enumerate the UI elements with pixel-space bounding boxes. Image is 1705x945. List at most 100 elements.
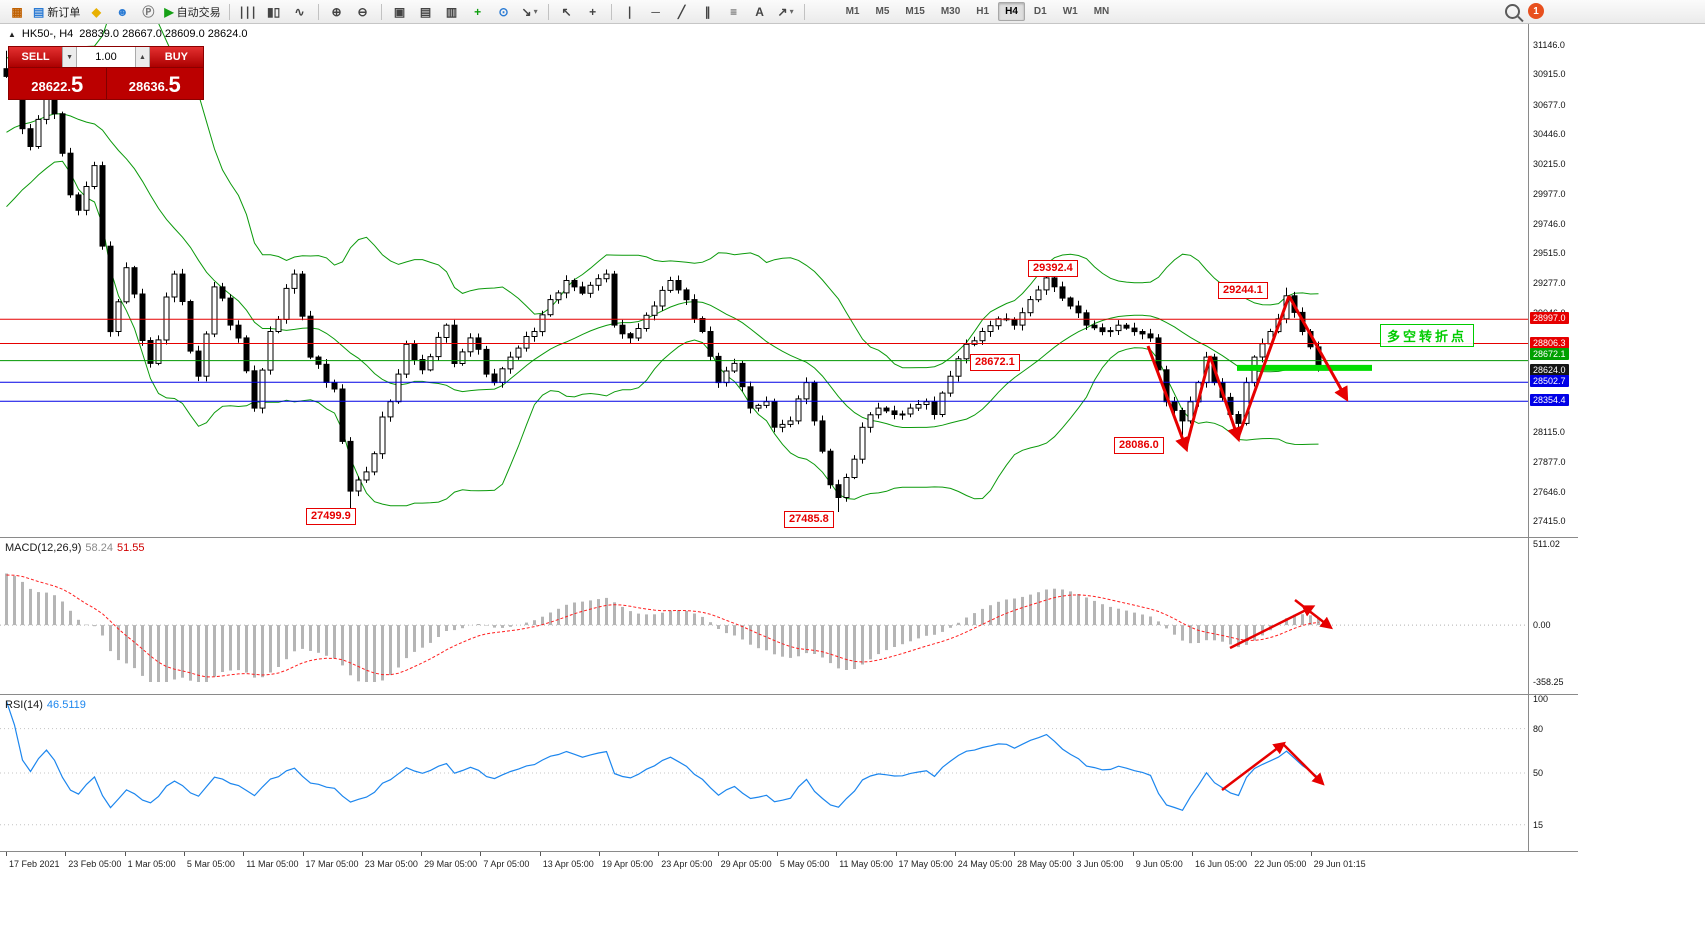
timeframe-button-h4[interactable]: H4 — [998, 2, 1025, 21]
timeframe-button-w1[interactable]: W1 — [1062, 6, 1078, 17]
line-chart-type-icon[interactable]: ∿ — [288, 2, 312, 22]
axis-label: 27415.0 — [1533, 516, 1566, 527]
candlestick-chart-type-icon[interactable]: ▮▯ — [262, 2, 286, 22]
arrange-windows-icon[interactable]: ▥ — [440, 2, 464, 22]
cascade-windows-icon[interactable]: ▤ — [414, 2, 438, 22]
algo-trading-button[interactable]: ▶ 自动交易 — [162, 2, 222, 22]
notification-badge[interactable]: 1 — [1528, 3, 1544, 19]
panel-separator[interactable] — [0, 537, 1578, 538]
sell-price: 28622. — [31, 79, 71, 94]
price-badge: 28997.0 — [1530, 312, 1569, 325]
panel-separator[interactable] — [0, 694, 1578, 695]
buy-button[interactable]: BUY — [149, 47, 203, 67]
new-order-button-glyph: ▤ — [33, 4, 45, 19]
horizontal-line-icon[interactable]: ─ — [644, 2, 668, 22]
crosshair-icon[interactable]: + — [581, 2, 605, 22]
price-annotation-label[interactable]: 27485.8 — [784, 511, 834, 528]
rsi-panel[interactable] — [0, 695, 1528, 851]
axis-label: 15 — [1533, 819, 1544, 830]
price-annotation-label[interactable]: 28672.1 — [970, 354, 1020, 371]
time-label: 7 Apr 05:00 — [483, 859, 530, 869]
trade-controls-row: SELL ▼ ▲ BUY — [9, 47, 203, 67]
macd-panel[interactable] — [0, 538, 1528, 694]
price-annotation-label[interactable]: 29392.4 — [1028, 260, 1078, 277]
time-label: 5 May 05:00 — [779, 859, 830, 869]
buy-price-button[interactable]: 28636. 5 — [106, 68, 203, 99]
zoom-in-icon[interactable]: ⊕ — [325, 2, 349, 22]
time-label: 29 Apr 05:00 — [720, 859, 772, 869]
accounts-icon[interactable]: ☻ — [110, 2, 134, 22]
timeframe-button-m5[interactable]: M5 — [875, 6, 890, 17]
indicators-icon[interactable]: + — [466, 2, 490, 22]
price-axis-border — [1528, 24, 1529, 851]
price-annotation-label[interactable]: 27499.9 — [306, 508, 356, 525]
metaeditor-icon-glyph: ◆ — [91, 4, 101, 19]
equidistant-channel-icon[interactable]: ∥ — [696, 2, 720, 22]
vertical-line-icon[interactable]: ∣ — [618, 2, 642, 22]
fibonacci-icon[interactable]: ≡ — [722, 2, 746, 22]
candlestick-chart-type-icon-glyph: ▮▯ — [266, 4, 281, 19]
zoom-in-icon-glyph: ⊕ — [331, 4, 342, 19]
objects-dropdown-icon-glyph: ↘ — [521, 4, 532, 19]
arrows-dropdown-icon[interactable]: ↗ ▾ — [774, 2, 798, 22]
time-tick — [1132, 852, 1134, 856]
time-label: 23 Mar 05:00 — [364, 859, 418, 869]
cursor-icon[interactable]: ↖ — [555, 2, 579, 22]
timeframe-toolbar: M1 M5 M15 M30 H1 H4 D1 W1 MN — [838, 2, 1118, 21]
timeframe-button-d1[interactable]: D1 — [1033, 6, 1047, 17]
time-tick — [895, 852, 897, 856]
metaeditor-icon[interactable]: ◆ — [84, 2, 108, 22]
ohlc-values: 28839.0 28667.0 28609.0 28624.0 — [79, 28, 248, 40]
turning-point-note[interactable]: 多空转折点 — [1380, 324, 1475, 347]
one-click-trading-panel: SELL ▼ ▲ BUY 28622.5 28636.5 — [8, 46, 204, 100]
price-annotation-label[interactable]: 29244.1 — [1218, 282, 1268, 299]
price-axis[interactable]: 31146.0 30915.0 30677.0 30446.0 30215.0 29977… — [1529, 24, 1578, 537]
volume-decrease-button[interactable]: ▼ — [62, 47, 77, 67]
macd-axis[interactable]: 511.02 0.00 -358.25 — [1529, 538, 1578, 694]
toolbar-separator — [610, 3, 612, 20]
toolbar-left-group: ▦ ▤ 新订单 ◆ ☻ Ⓟ ▶ 自动交易 ∣∣∣ ▮▯ ∿ ⊕ ⊖ ▣ ▤ ▥ + ⊙ ↘ ▾ ↖ + ∣ ─ ╱ ∥ ≡ A ↗ ▾ — [4, 2, 810, 22]
price-annotation-label[interactable]: 28086.0 — [1114, 437, 1164, 454]
timeframe-button-mn[interactable]: MN — [1093, 6, 1110, 17]
toolbar-separator — [228, 3, 230, 20]
toolbar-right-group: 1 — [1505, 3, 1544, 19]
timeframe-button-m15[interactable]: M15 — [905, 6, 925, 17]
community-icon[interactable]: Ⓟ — [136, 2, 160, 22]
new-chart-icon[interactable]: ▦ — [5, 2, 29, 22]
horizontal-line-icon-glyph: ─ — [651, 4, 660, 19]
text-label-icon[interactable]: A — [748, 2, 772, 22]
zoom-out-icon[interactable]: ⊖ — [351, 2, 375, 22]
sell-price-button[interactable]: 28622. 5 — [9, 68, 107, 99]
price-badge: 28806.3 — [1530, 336, 1569, 349]
bar-chart-type-icon-glyph: ∣∣∣ — [238, 4, 257, 19]
timeframe-button-m30[interactable]: M30 — [940, 6, 961, 17]
cascade-windows-icon-glyph: ▤ — [419, 4, 432, 19]
timeframe-button-h1[interactable]: H1 — [976, 6, 990, 17]
bar-chart-type-icon[interactable]: ∣∣∣ — [236, 2, 260, 22]
chart-window[interactable]: 29392.4 29244.1 28672.1 28086.0 27499.9 27485… — [0, 24, 1578, 898]
tile-windows-icon[interactable]: ▣ — [388, 2, 412, 22]
collapse-arrow-icon[interactable]: ▲ — [8, 29, 16, 39]
toolbar-separator — [380, 3, 382, 20]
sell-button[interactable]: SELL — [9, 47, 63, 67]
rsi-axis[interactable]: 100 80 50 15 — [1529, 694, 1578, 851]
cycles-icon[interactable]: ⊙ — [492, 2, 516, 22]
axis-label: -358.25 — [1533, 677, 1564, 687]
equidistant-channel-icon-glyph: ∥ — [704, 4, 711, 19]
crosshair-icon-glyph: + — [589, 4, 597, 19]
price-badge: 28672.1 — [1530, 347, 1569, 360]
main-chart[interactable] — [0, 24, 1528, 537]
sell-price-big-digit: 5 — [71, 72, 84, 97]
trendline-icon[interactable]: ╱ — [670, 2, 694, 22]
axis-label: 30915.0 — [1533, 69, 1566, 80]
axis-label: 27646.0 — [1533, 486, 1566, 497]
timeframe-button-m1[interactable]: M1 — [845, 6, 860, 17]
volume-increase-button[interactable]: ▲ — [135, 47, 150, 67]
search-icon[interactable] — [1505, 3, 1520, 19]
volume-input[interactable] — [77, 47, 135, 67]
time-label: 5 Mar 05:00 — [186, 859, 235, 869]
objects-dropdown-icon[interactable]: ↘ ▾ — [518, 2, 542, 22]
new-order-button[interactable]: ▤ 新订单 — [31, 2, 82, 22]
time-tick — [243, 852, 245, 856]
time-axis[interactable]: 17 Feb 2021 23 Feb 05:00 1 Mar 05:00 5 Mar … — [0, 851, 1578, 874]
